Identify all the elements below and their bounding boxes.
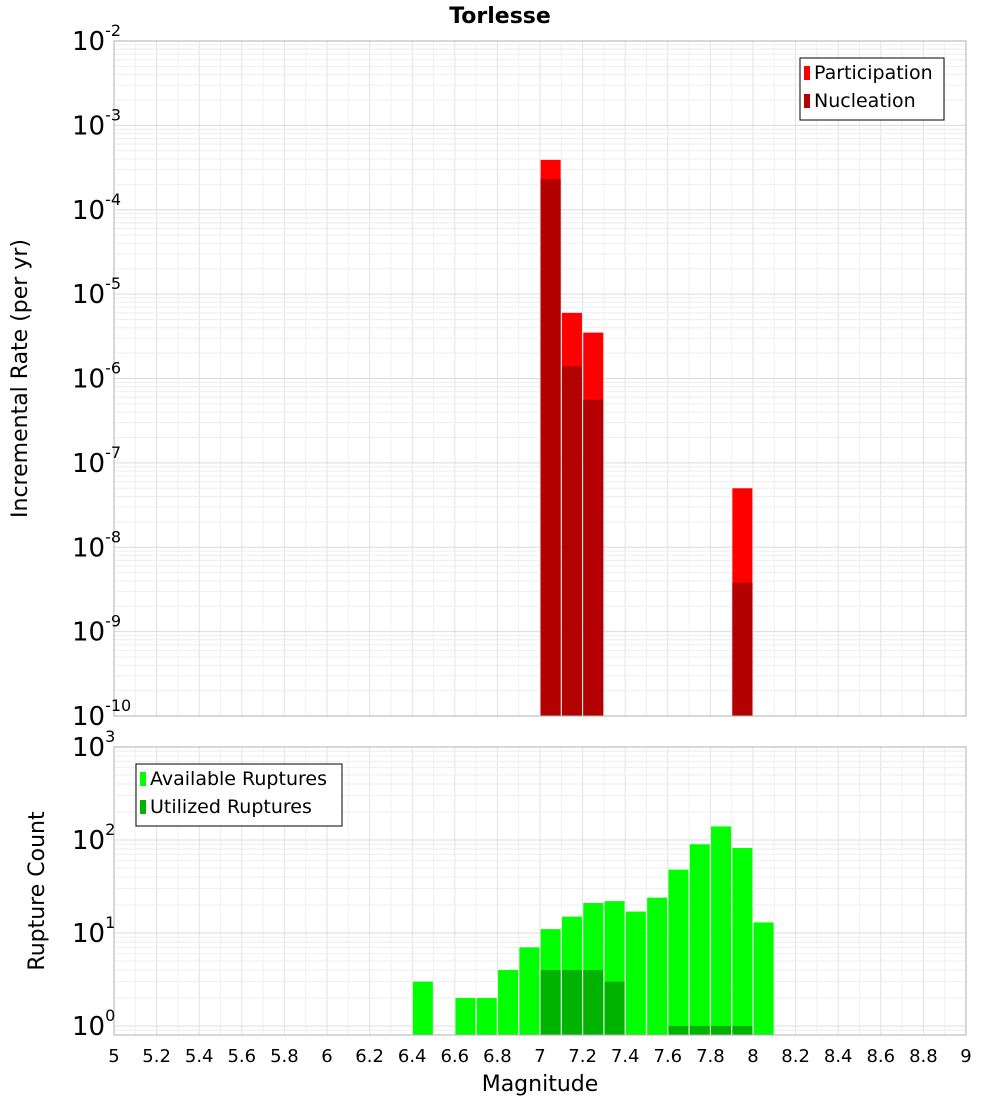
bar-utilized-ruptures xyxy=(604,981,625,1035)
chart-title: Torlesse xyxy=(449,4,551,29)
legend-swatch xyxy=(140,772,146,786)
bar-nucleation xyxy=(583,399,604,716)
bar-available-ruptures xyxy=(689,844,710,1035)
bar-utilized-ruptures xyxy=(668,1025,689,1035)
x-tick-label: 6 xyxy=(321,1046,332,1067)
bar-available-ruptures xyxy=(519,947,540,1035)
plot-border-0 xyxy=(113,40,967,717)
legend-swatch xyxy=(804,66,810,80)
x-tick-label: 7.6 xyxy=(653,1046,682,1067)
bar-utilized-ruptures xyxy=(583,969,604,1035)
bar-available-ruptures xyxy=(625,911,646,1035)
bar-available-ruptures xyxy=(668,869,689,1035)
bar-utilized-ruptures xyxy=(561,969,582,1035)
legend-label: Utilized Ruptures xyxy=(150,796,312,818)
bar-utilized-ruptures xyxy=(732,1025,753,1035)
bar-utilized-ruptures xyxy=(540,969,561,1035)
x-tick-label: 8.8 xyxy=(909,1046,938,1067)
y-tick-label: 10-6 xyxy=(72,359,121,395)
y-tick-label: 10-7 xyxy=(72,443,121,479)
bar-utilized-ruptures xyxy=(689,1025,710,1035)
legend-swatch xyxy=(140,800,146,814)
x-tick-label: 8.2 xyxy=(781,1046,810,1067)
bar-available-ruptures xyxy=(498,969,519,1035)
bar-available-ruptures xyxy=(732,848,753,1035)
legend-label: Nucleation xyxy=(814,90,916,112)
y-tick-label: 10-8 xyxy=(72,527,121,563)
legend-label: Participation xyxy=(814,62,933,84)
x-tick-label: 5.6 xyxy=(227,1046,256,1067)
legend-swatch xyxy=(804,94,810,108)
legend-box-0 xyxy=(799,57,945,121)
bar-available-ruptures xyxy=(753,922,774,1035)
x-tick-label: 5 xyxy=(108,1046,119,1067)
legend-label: Available Ruptures xyxy=(150,768,327,790)
y-tick-label: 10-3 xyxy=(72,105,121,141)
y-tick-label: 101 xyxy=(72,913,115,949)
bar-nucleation xyxy=(561,366,582,716)
bar-available-ruptures xyxy=(455,997,476,1035)
x-tick-label: 7 xyxy=(534,1046,545,1067)
legend-box-1 xyxy=(135,763,343,827)
x-tick-label: 5.4 xyxy=(185,1046,214,1067)
x-tick-label: 5.8 xyxy=(270,1046,299,1067)
y-tick-label: 10-2 xyxy=(72,21,121,57)
y-tick-label: 10-9 xyxy=(72,612,121,648)
bar-utilized-ruptures xyxy=(711,1025,732,1035)
x-tick-label: 7.8 xyxy=(696,1046,725,1067)
bar-nucleation xyxy=(540,179,561,716)
y-tick-label: 102 xyxy=(72,820,115,856)
x-tick-label: 7.2 xyxy=(568,1046,597,1067)
plot-border-1 xyxy=(113,746,967,1036)
y-tick-label: 103 xyxy=(72,727,115,763)
x-tick-label: 7.4 xyxy=(611,1046,640,1067)
x-tick-label: 6.6 xyxy=(440,1046,469,1067)
bar-nucleation xyxy=(732,582,753,716)
x-tick-label: 6.2 xyxy=(355,1046,384,1067)
bar-available-ruptures xyxy=(412,981,433,1035)
y-axis-label-0: Incremental Rate (per yr) xyxy=(8,239,33,518)
x-tick-label: 6.8 xyxy=(483,1046,512,1067)
x-tick-label: 8.4 xyxy=(824,1046,853,1067)
y-axis-label-1: Rupture Count xyxy=(25,811,50,971)
bar-available-ruptures xyxy=(476,997,497,1035)
x-tick-label: 9 xyxy=(960,1046,971,1067)
x-tick-label: 8.6 xyxy=(866,1046,895,1067)
y-tick-label: 10-5 xyxy=(72,274,121,310)
y-tick-label: 100 xyxy=(72,1006,115,1042)
bar-available-ruptures xyxy=(647,897,668,1035)
y-tick-label: 10-4 xyxy=(72,190,121,226)
x-tick-label: 8 xyxy=(747,1046,758,1067)
x-axis-label: Magnitude xyxy=(482,1072,599,1097)
y-tick-label: 10-10 xyxy=(72,696,131,732)
x-tick-label: 6.4 xyxy=(398,1046,427,1067)
bar-available-ruptures xyxy=(711,826,732,1035)
x-tick-label: 5.2 xyxy=(142,1046,171,1067)
